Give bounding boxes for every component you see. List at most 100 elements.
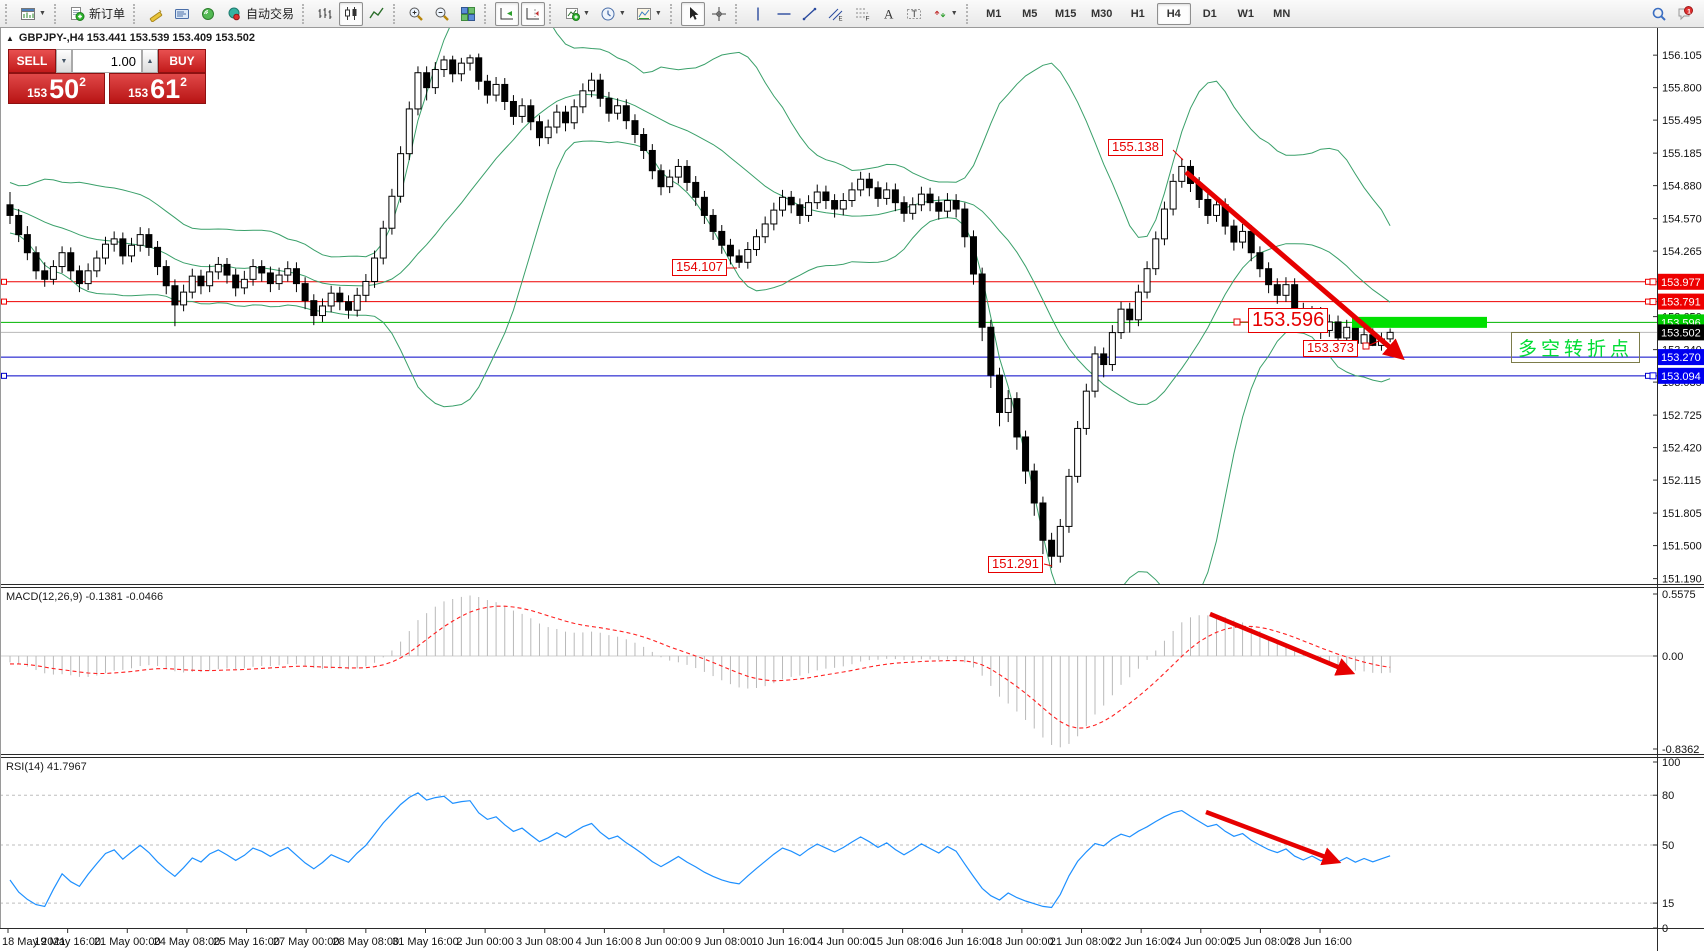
horizontal-line-button[interactable]: [772, 2, 796, 26]
volume-decrease-button[interactable]: ▼: [56, 49, 72, 73]
arrows-tool-button[interactable]: ▼: [928, 2, 962, 26]
price-axis[interactable]: 156.105 155.800 155.495 155.185 154.880 154.5…: [1649, 50, 1704, 935]
line-handle[interactable]: [1, 298, 7, 305]
toolbar-group-handle[interactable]: [5, 3, 12, 24]
chevron-down-icon[interactable]: ▼: [950, 10, 958, 17]
autotrading-button[interactable]: 自动交易: [222, 2, 298, 26]
trend-arrow[interactable]: [1209, 611, 1356, 676]
toolbar-group-handle[interactable]: [483, 3, 491, 24]
toolbar-group-handle[interactable]: [965, 3, 973, 24]
volume-input[interactable]: 1.00: [72, 49, 142, 73]
price-annotation-label[interactable]: 153.596: [1248, 308, 1329, 333]
timeframe-w1-button[interactable]: W1: [1237, 7, 1254, 20]
metaeditor-button[interactable]: [144, 2, 168, 26]
timeframe-m15-button[interactable]: M15: [1055, 7, 1077, 20]
auto-scroll-button[interactable]: [494, 1, 519, 26]
rsi-axis-label: 80: [1662, 790, 1674, 802]
trend-arrow[interactable]: [1184, 170, 1405, 361]
label-tool-button[interactable]: T: [902, 2, 926, 26]
toolbar-group-handle[interactable]: [53, 3, 61, 24]
charts-menu-button[interactable]: ▼: [16, 2, 50, 26]
periods-button[interactable]: ▼: [596, 2, 630, 26]
fibonacci-retracement-button[interactable]: F: [850, 2, 874, 26]
price-annotation-label[interactable]: 155.138: [1108, 139, 1163, 156]
annotation-note[interactable]: 多空转折点: [1511, 332, 1641, 363]
chevron-down-icon[interactable]: ▼: [582, 10, 590, 17]
tile-windows-button[interactable]: [456, 2, 480, 26]
symbol-ohlc-bar[interactable]: ▲ GBPJPY-,H4 153.441 153.539 153.409 153…: [6, 32, 255, 44]
toolbar-group-handle[interactable]: [132, 3, 140, 24]
toolbar-group-handle[interactable]: [669, 3, 677, 24]
new-order-label: 新订单: [88, 7, 125, 21]
buy-price-display[interactable]: 153 61 2: [109, 73, 206, 104]
rsi-axis-label: 15: [1662, 898, 1674, 910]
equidistant-channel-button[interactable]: E: [824, 2, 848, 26]
chart-canvas[interactable]: 156.105 155.800 155.495 155.185 154.880 154.5…: [0, 28, 1704, 951]
sell-button[interactable]: SELL: [8, 49, 56, 73]
terminal-button[interactable]: [170, 2, 194, 26]
rsi-pane: [0, 792, 1657, 909]
candles-chart-button[interactable]: [338, 1, 363, 26]
toolbar-group-handle[interactable]: [392, 3, 400, 24]
timeframe-m5-button[interactable]: M5: [1022, 7, 1038, 20]
macd-indicator-label: MACD(12,26,9) -0.1381 -0.0466: [6, 591, 164, 603]
timeframe-m1-button[interactable]: M1: [986, 7, 1002, 20]
trendline-button[interactable]: [798, 2, 822, 26]
label-handle[interactable]: [1233, 318, 1241, 326]
line-handle[interactable]: [1, 278, 7, 285]
vertical-line-button[interactable]: [746, 2, 770, 26]
toolbar-group-handle[interactable]: [548, 3, 556, 24]
volume-increase-button[interactable]: ▲: [142, 49, 158, 73]
one-click-trade-panel: SELL ▼ 1.00 ▲ BUY 153 50 2 153 61 2: [8, 49, 206, 104]
line-handle[interactable]: [1649, 372, 1657, 380]
timeframe-d1-button[interactable]: D1: [1202, 7, 1217, 20]
price-annotation-label[interactable]: 151.291: [988, 556, 1043, 573]
crosshair-button[interactable]: [707, 2, 731, 26]
rsi-indicator-label: RSI(14) 41.7967: [6, 761, 87, 773]
bars-chart-button[interactable]: [313, 2, 337, 26]
green-zone-bar[interactable]: [1352, 316, 1487, 328]
price-tick-label: 151.500: [1662, 541, 1702, 553]
search-button[interactable]: [1647, 2, 1671, 26]
timeframe-m30-button[interactable]: M30: [1091, 7, 1113, 20]
text-tool-button[interactable]: A: [876, 2, 900, 26]
label-handle[interactable]: [1362, 342, 1370, 350]
trend-arrow[interactable]: [1205, 809, 1342, 866]
templates-button[interactable]: ▼: [632, 2, 666, 26]
chart-shift-button[interactable]: [520, 1, 545, 26]
sell-price-display[interactable]: 153 50 2: [8, 73, 105, 104]
toolbar-group-handle[interactable]: [734, 3, 742, 24]
zoom-out-button[interactable]: [430, 2, 454, 26]
line-handle[interactable]: [1649, 278, 1657, 286]
chevron-down-icon[interactable]: ▼: [618, 10, 626, 17]
date-tick-label: 14 Jun 00:00: [811, 936, 875, 948]
news-button[interactable]: [196, 2, 220, 26]
date-tick-label: 31 May 16:00: [392, 936, 459, 948]
line-handle[interactable]: [1649, 298, 1657, 306]
timeframe-h4-button[interactable]: H4: [1156, 2, 1191, 25]
toolbar-right: 1: [1646, 2, 1698, 26]
collapse-icon[interactable]: ▲: [6, 33, 14, 43]
date-tick-label: 28 Jun 16:00: [1288, 936, 1352, 948]
toolbar-group: [680, 1, 732, 26]
price-annotation-label[interactable]: 154.107: [672, 259, 727, 276]
date-tick-label: 10 Jun 16:00: [752, 936, 816, 948]
chevron-down-icon[interactable]: ▼: [654, 10, 662, 17]
trendline-icon: [802, 7, 817, 20]
line-handle[interactable]: [1, 372, 7, 379]
zoom-in-button[interactable]: [404, 2, 428, 26]
buy-button[interactable]: BUY: [158, 49, 206, 73]
fibo-icon: F: [855, 8, 869, 22]
new-order-button[interactable]: 新订单: [65, 2, 129, 26]
line-chart-button[interactable]: [365, 2, 389, 26]
notifications-button[interactable]: 1: [1673, 2, 1697, 26]
timeframe-h1-button[interactable]: H1: [1130, 7, 1145, 20]
indicators-list-button[interactable]: ▼: [560, 2, 594, 26]
cursor-button[interactable]: [680, 1, 705, 26]
price-annotation-label[interactable]: 153.373: [1303, 340, 1358, 357]
toolbar-group: E F A T ▼: [745, 2, 963, 26]
toolbar-group-handle[interactable]: [301, 3, 309, 24]
timeframe-mn-button[interactable]: MN: [1273, 7, 1291, 20]
chevron-down-icon[interactable]: ▼: [39, 10, 46, 17]
